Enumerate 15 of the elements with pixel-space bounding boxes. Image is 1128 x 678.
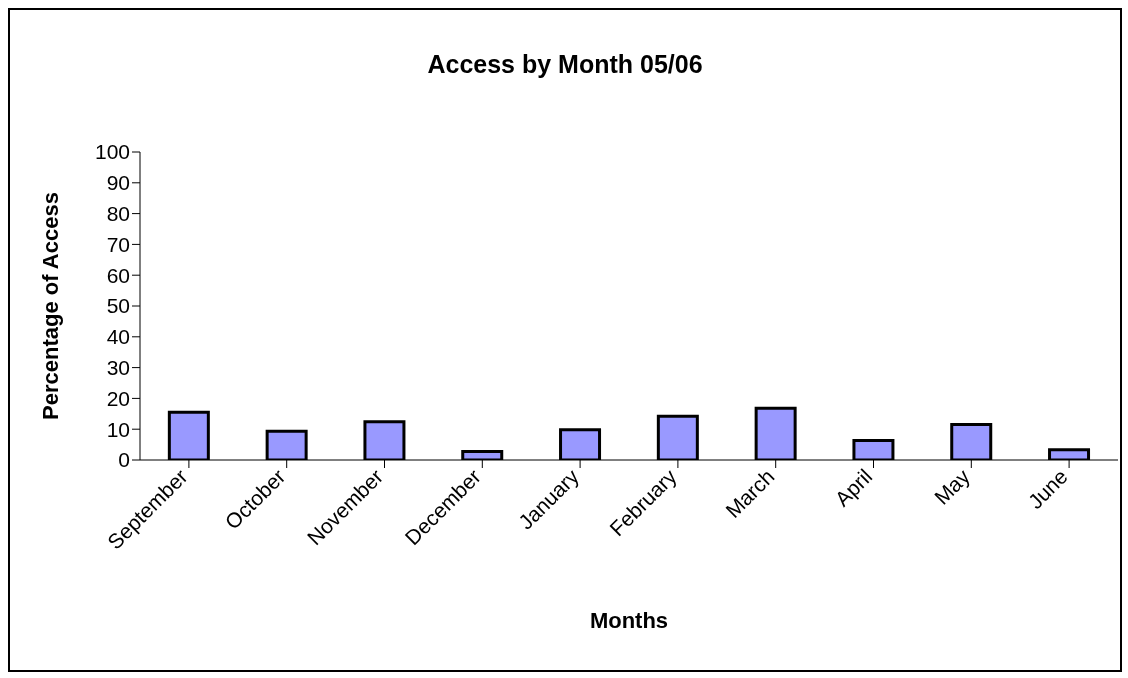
y-tick-label: 80: [106, 202, 130, 226]
y-tick-label: 20: [106, 386, 130, 410]
y-tick-label: 60: [106, 263, 130, 287]
y-axis-title: Percentage of Access: [37, 192, 63, 420]
y-tick-label: 10: [106, 417, 130, 441]
chart-title: Access by Month 05/06: [426, 50, 704, 79]
y-tick-label: 100: [94, 140, 130, 164]
y-tick-label: 0: [118, 448, 130, 472]
y-tick-label: 90: [106, 171, 130, 195]
y-tick-label: 40: [106, 325, 130, 349]
y-tick-label: 70: [106, 232, 130, 256]
x-tick-label: May: [929, 464, 975, 509]
x-axis-title: Months: [589, 608, 669, 633]
y-tick-label: 30: [106, 356, 130, 380]
y-tick-label: 50: [106, 294, 130, 318]
